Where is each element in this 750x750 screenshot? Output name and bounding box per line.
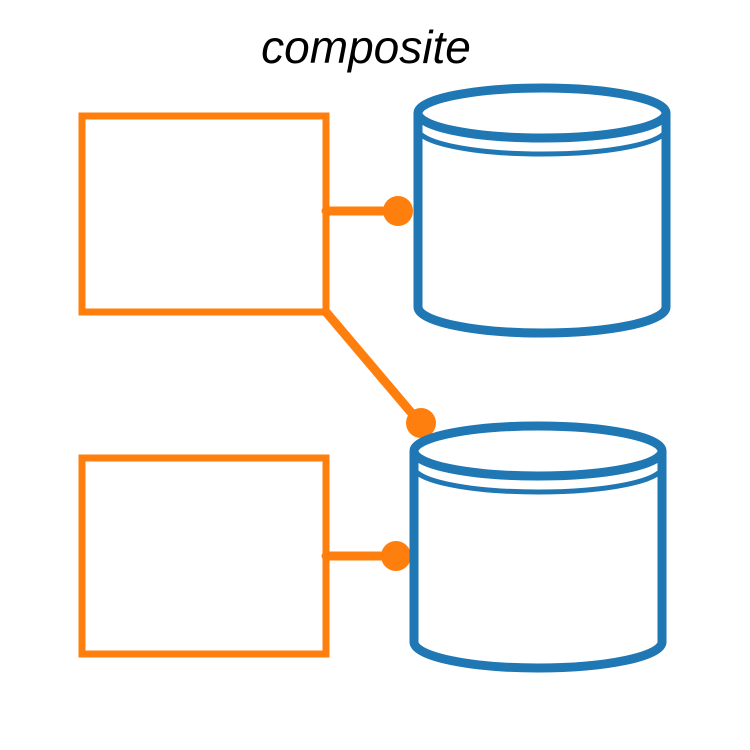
diagram-title: composite	[261, 21, 471, 73]
connector-box-2-to-db-2	[321, 541, 411, 571]
database-1	[413, 83, 671, 338]
box-1	[78, 112, 330, 316]
connector-box-1-to-db-1	[321, 196, 413, 226]
database-2	[409, 421, 667, 673]
box-2	[78, 454, 330, 658]
connector-box-1-to-db-2	[321, 307, 436, 438]
